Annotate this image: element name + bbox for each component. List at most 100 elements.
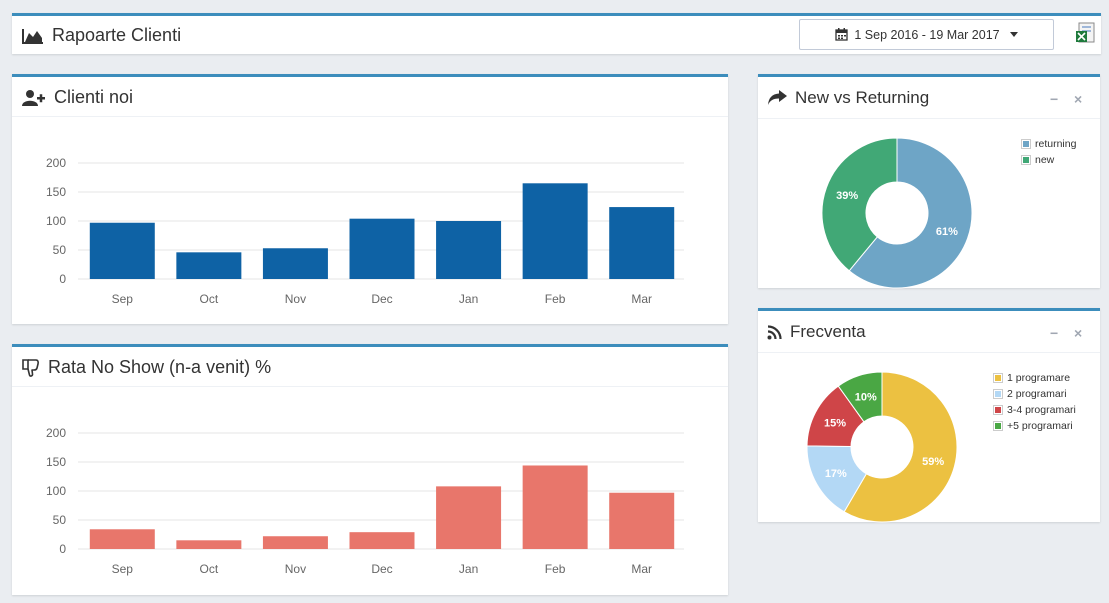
x-tick-label: Mar [631, 562, 652, 576]
legend-swatch [993, 373, 1003, 383]
legend-item[interactable]: returning [1021, 136, 1076, 152]
x-tick-label: Oct [200, 292, 219, 306]
legend-item[interactable]: +5 programari [993, 418, 1076, 434]
panel-new-vs-returning: New vs Returning − × 61% 39% returning new [758, 74, 1100, 289]
bar[interactable] [262, 248, 328, 279]
calendar-icon [835, 28, 849, 41]
legend-label: 2 programari [1007, 388, 1067, 400]
y-tick-label: 150 [46, 455, 66, 469]
thumbs-down-icon [22, 358, 39, 377]
panel-header: Clienti noi [12, 77, 728, 117]
legend-label: 3-4 programari [1007, 404, 1076, 416]
area-chart-icon [22, 28, 43, 44]
legend-item[interactable]: new [1021, 152, 1076, 168]
bar[interactable] [349, 218, 415, 279]
x-tick-label: Sep [112, 292, 134, 306]
pie-slice[interactable] [821, 137, 898, 272]
x-tick-label: Nov [285, 292, 306, 306]
caret-down-icon [1009, 32, 1018, 37]
y-tick-label: 150 [46, 185, 66, 199]
panel-clienti-noi: Clienti noi 0 50 100 150 200 Sep Oct Nov Dec Jan F… [12, 74, 728, 324]
legend-swatch [993, 421, 1003, 431]
x-tick-label: Jan [459, 292, 478, 306]
date-range-picker[interactable]: 1 Sep 2016 - 19 Mar 2017 [799, 19, 1054, 50]
x-tick-label: Oct [200, 562, 219, 576]
panel-title: Frecventa [767, 322, 866, 342]
x-tick-label: Jan [459, 562, 478, 576]
y-tick-label: 50 [53, 243, 67, 257]
legend-item[interactable]: 2 programari [993, 386, 1076, 402]
legend-swatch [993, 389, 1003, 399]
minimize-button[interactable]: − [1050, 325, 1059, 341]
y-tick-label: 100 [46, 484, 66, 498]
x-tick-label: Dec [371, 562, 392, 576]
panel-title-text: New vs Returning [795, 88, 930, 107]
pie-slice[interactable] [843, 371, 958, 523]
y-tick-label: 0 [59, 542, 66, 556]
panel-title: Clienti noi [22, 87, 133, 108]
legend-item[interactable]: 3-4 programari [993, 402, 1076, 418]
legend-label: 1 programare [1007, 372, 1071, 384]
user-plus-icon [22, 89, 45, 106]
bar[interactable] [89, 222, 155, 279]
bar[interactable] [609, 492, 675, 549]
x-tick-label: Nov [285, 562, 306, 576]
date-range-text: 1 Sep 2016 - 19 Mar 2017 [854, 27, 1000, 42]
bar[interactable] [176, 540, 242, 549]
panel-frecventa: Frecventa − × 59% 17% 15% 10% 1 programare 2… [758, 308, 1100, 523]
excel-export-icon[interactable] [1075, 22, 1097, 44]
bar[interactable] [522, 183, 588, 279]
legend-swatch [993, 405, 1003, 415]
bar[interactable] [436, 221, 502, 279]
x-tick-label: Mar [631, 292, 652, 306]
bar[interactable] [176, 252, 242, 279]
x-tick-label: Feb [545, 562, 566, 576]
panel-no-show: Rata No Show (n-a venit) % 0 50 100 150 200 S… [12, 344, 728, 595]
x-tick-label: Feb [545, 292, 566, 306]
panel-header: Rata No Show (n-a venit) % [12, 347, 728, 387]
rss-icon [767, 324, 782, 339]
frecventa-donut: 59% 17% 15% 10% [806, 371, 958, 523]
panel-title-text: Rata No Show (n-a venit) % [48, 357, 272, 377]
bar[interactable] [522, 465, 588, 549]
panel-title-text: Frecventa [790, 322, 866, 341]
frecventa-legend: 1 programare 2 programari 3-4 programari +5… [993, 370, 1076, 434]
page-title: Rapoarte Clienti [22, 25, 181, 46]
no-show-bar-chart: 0 50 100 150 200 Sep Oct Nov Dec Jan Feb Mar [46, 426, 684, 576]
new-vs-returning-donut: 61% 39% [821, 137, 973, 289]
legend-swatch [1021, 139, 1031, 149]
x-tick-label: Dec [371, 292, 392, 306]
report-header: Rapoarte Clienti 1 Sep 2016 - 19 Mar 201… [12, 13, 1101, 54]
bar[interactable] [89, 529, 155, 549]
slice-label: 39% [836, 190, 858, 202]
share-arrow-icon [768, 90, 787, 105]
bar[interactable] [436, 486, 502, 549]
close-button[interactable]: × [1074, 325, 1083, 341]
legend-swatch [1021, 155, 1031, 165]
panel-title-text: Clienti noi [54, 87, 134, 107]
panel-header: Frecventa − × [758, 311, 1100, 353]
y-tick-label: 200 [46, 426, 66, 440]
panel-title: New vs Returning [767, 88, 929, 108]
legend-label: returning [1035, 138, 1077, 150]
slice-label: 17% [825, 468, 847, 480]
slice-label: 59% [922, 456, 944, 468]
pie-slice[interactable] [837, 371, 883, 423]
bar[interactable] [262, 536, 328, 549]
minimize-button[interactable]: − [1050, 91, 1059, 107]
legend-label: new [1035, 154, 1055, 166]
bar[interactable] [349, 532, 415, 549]
panel-title: Rata No Show (n-a venit) % [22, 357, 271, 378]
x-tick-label: Sep [112, 562, 134, 576]
clienti-noi-bar-chart: 0 50 100 150 200 Sep Oct Nov Dec Jan Feb Mar [46, 156, 684, 306]
y-tick-label: 0 [59, 272, 66, 286]
y-tick-label: 50 [53, 513, 67, 527]
slice-label: 15% [824, 417, 846, 429]
legend-item[interactable]: 1 programare [993, 370, 1076, 386]
close-button[interactable]: × [1074, 91, 1083, 107]
bar[interactable] [609, 207, 675, 279]
page-title-text: Rapoarte Clienti [52, 25, 182, 45]
slice-label: 10% [855, 392, 877, 404]
pie-slice[interactable] [848, 137, 973, 289]
legend-label: +5 programari [1007, 420, 1073, 432]
